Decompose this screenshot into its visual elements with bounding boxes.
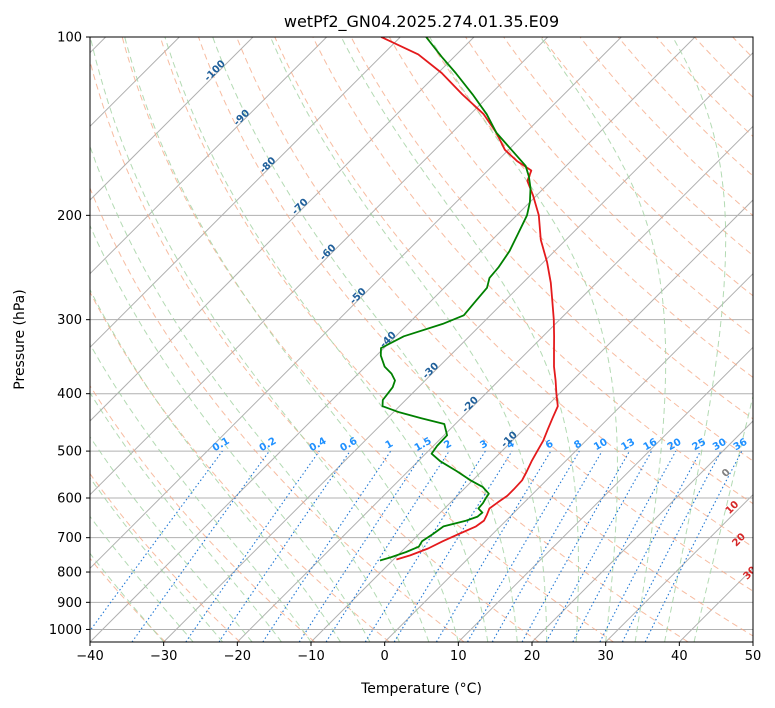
- moist-adiabat-line: [212, 37, 518, 642]
- mixing-ratio-line: [435, 450, 552, 642]
- dry-adiabat-line: [121, 37, 614, 642]
- y-axis-label: Pressure (hPa): [12, 289, 28, 389]
- mixing-ratio-line: [572, 450, 677, 642]
- pressure-gridlines: [90, 37, 753, 630]
- x-tick-label: 10: [450, 649, 467, 664]
- dry-adiabat-line: [503, 37, 753, 297]
- y-axis: 100 200 300 400 500 600 700 800 900 1000: [49, 31, 90, 638]
- moist-adiabat-line: [124, 37, 459, 642]
- dry-adiabat-line: [90, 291, 390, 642]
- x-tick-label: −40: [76, 649, 103, 664]
- moist-adiabat-line: [429, 37, 619, 642]
- y-tick-label: 200: [57, 209, 82, 224]
- isotherm-line: [531, 420, 753, 642]
- x-tick-label: −10: [297, 649, 324, 664]
- y-tick-label: 900: [57, 596, 82, 611]
- isotherm-line: [90, 37, 475, 422]
- isotherm-line: [90, 37, 622, 570]
- moist-adiabat-line: [90, 224, 371, 642]
- mixing-ratio-line: [467, 450, 580, 642]
- x-tick-label: 40: [671, 649, 688, 664]
- dry-adiabat-line: [90, 384, 316, 642]
- dry-adiabat-line: [90, 186, 465, 642]
- mixing-ratio-lines: [90, 450, 743, 642]
- x-tick-label: −20: [224, 649, 251, 664]
- isotherm-line: [384, 272, 753, 642]
- moist-adiabat-line: [693, 394, 753, 642]
- dry-adiabat-line: [90, 59, 540, 642]
- x-tick-label: 30: [597, 649, 614, 664]
- x-tick-label: 0: [381, 649, 389, 664]
- isotherm-line: [163, 51, 753, 642]
- x-axis: −40 −30 −20 −10 0 10 20 30 40 50: [76, 642, 761, 664]
- mixing-ratio-line: [185, 450, 320, 642]
- mixing-ratio-line: [393, 450, 513, 642]
- isotherm-line: [90, 37, 254, 201]
- moist-adiabat-line: [90, 391, 282, 642]
- mixing-ratio-label: 1: [384, 438, 396, 451]
- moist-adiabat-line: [540, 37, 667, 642]
- y-tick-label: 700: [57, 531, 82, 546]
- y-tick-label: 400: [57, 387, 82, 402]
- mixing-ratio-label: 6: [544, 438, 556, 451]
- moist-adiabat-line: [90, 144, 400, 642]
- y-tick-label: 300: [57, 313, 82, 328]
- moist-adiabat-line: [340, 37, 579, 642]
- moist-adiabat-line: [90, 476, 223, 642]
- mixing-ratio-label: 2: [442, 438, 454, 451]
- mixing-ratio-line: [90, 450, 223, 632]
- y-tick-label: 600: [57, 492, 82, 507]
- y-tick-label: 500: [57, 445, 82, 460]
- mixing-ratio-label: 3: [478, 438, 490, 451]
- moist-adiabats: [90, 37, 753, 642]
- x-tick-label: 50: [745, 649, 762, 664]
- mixing-ratio-line: [545, 450, 653, 642]
- x-tick-label: 20: [524, 649, 541, 664]
- dewpoint-line: [379, 37, 532, 562]
- dry-adiabats: [90, 37, 753, 642]
- dry-adiabat-label: 40: [751, 596, 769, 614]
- mixing-ratio-line: [218, 450, 351, 642]
- moist-adiabat-line: [90, 288, 341, 642]
- dry-adiabat-line: [198, 37, 753, 637]
- isotherm-line: [90, 37, 549, 496]
- dry-adiabat-line: [236, 37, 753, 592]
- temperature-line: [380, 37, 559, 561]
- mixing-ratio-line: [364, 450, 486, 642]
- moist-adiabat-line: [664, 37, 727, 642]
- dry-adiabat-line: [274, 37, 753, 548]
- mixing-ratio-line: [325, 450, 450, 642]
- mixing-ratio-line: [131, 450, 270, 642]
- isotherm-line: [457, 346, 753, 642]
- isotherm-line: [236, 125, 753, 642]
- plot-frame: [89, 36, 754, 643]
- moist-adiabat-line: [164, 37, 489, 642]
- x-axis-label: Temperature (°C): [360, 681, 482, 697]
- isotherm-line: [90, 37, 328, 275]
- moist-adiabat-line: [269, 37, 548, 642]
- isotherm-line: [90, 37, 401, 349]
- mixing-ratio-label: 8: [572, 438, 584, 451]
- isotherm-line: [605, 493, 753, 642]
- mixing-ratio-line: [491, 450, 603, 642]
- mixing-ratio-line: [521, 450, 630, 642]
- dry-adiabat-line: [312, 37, 753, 505]
- moist-adiabat-line: [90, 435, 253, 642]
- y-tick-label: 800: [57, 566, 82, 581]
- moist-adiabat-line: [90, 515, 194, 642]
- plot-area: 0.1 0.2 0.4 0.6 1 1.5 2 3 4 6 8 10 13 16 20 25 30 36-100-…: [90, 37, 769, 642]
- dry-adiabat-label: 30: [741, 565, 759, 583]
- isotherm-line: [310, 199, 753, 642]
- dry-adiabat-line: [388, 37, 753, 420]
- mixing-ratio-label: 4: [505, 438, 517, 451]
- x-tick-label: −30: [150, 649, 177, 664]
- chart-title: wetPf2_GN04.2025.274.01.35.E09: [284, 12, 559, 32]
- y-tick-label: 1000: [49, 623, 82, 638]
- dry-adiabat-line: [617, 37, 753, 177]
- y-tick-label: 100: [57, 31, 82, 46]
- sounding-profiles: [379, 37, 559, 562]
- moist-adiabat-line: [90, 37, 430, 642]
